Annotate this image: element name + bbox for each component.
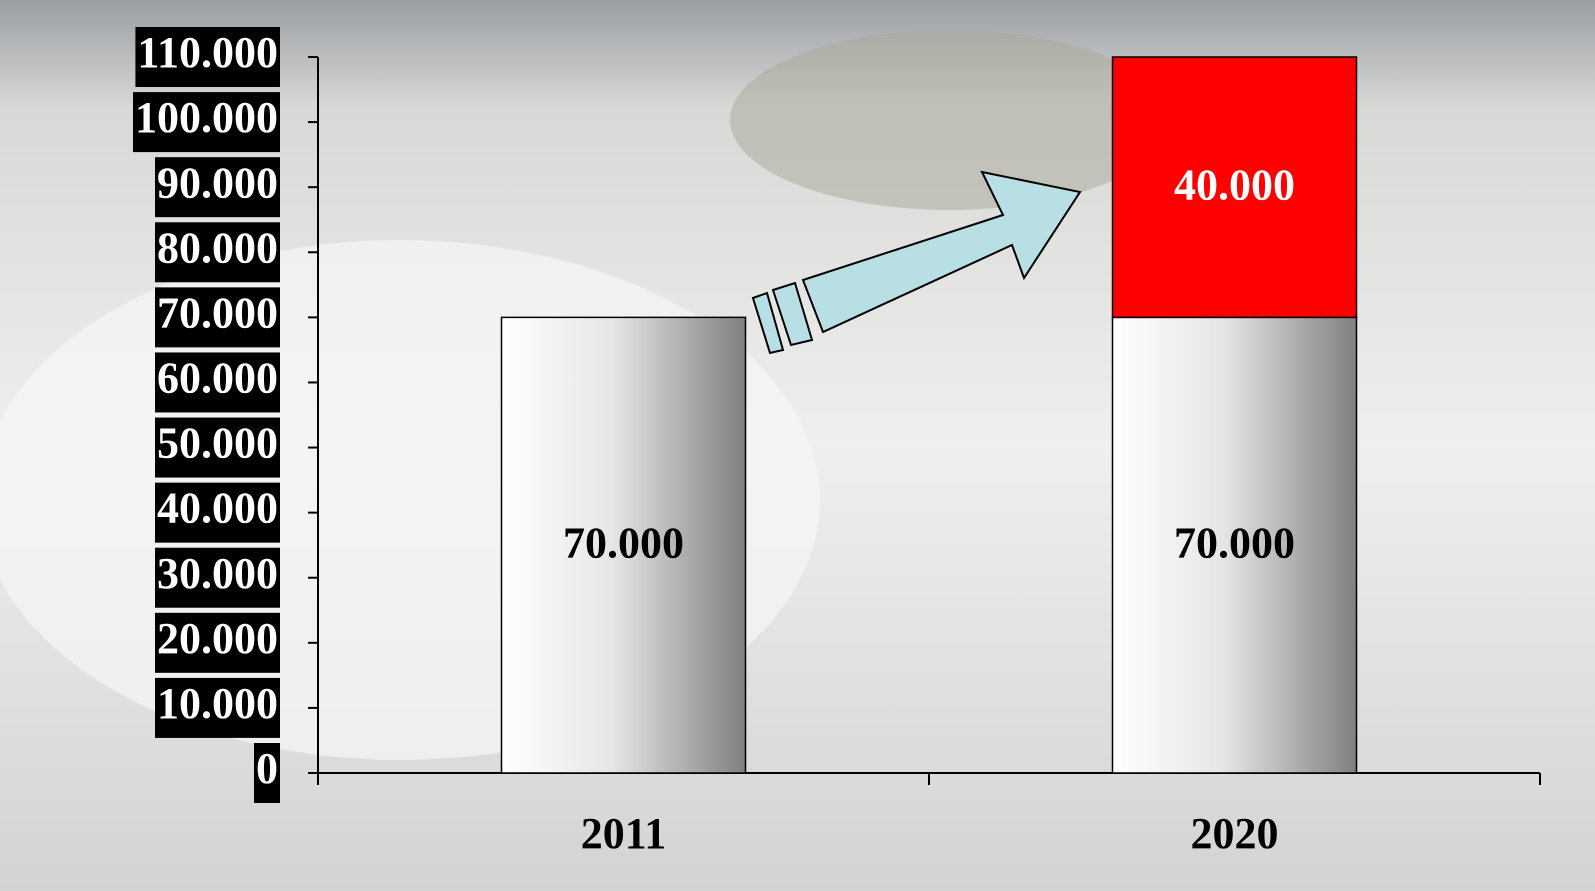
growth-arrow bbox=[751, 170, 1082, 355]
arrow-stripe bbox=[751, 291, 785, 355]
y-tick-label-bg bbox=[135, 27, 280, 87]
value-label: 40.000 bbox=[1174, 160, 1295, 209]
y-tick-label: 10.000 bbox=[157, 679, 278, 728]
y-tick-label: 60.000 bbox=[157, 354, 278, 403]
y-tick-label-bg bbox=[155, 547, 280, 608]
arrow-stripe bbox=[771, 281, 814, 347]
background-plant bbox=[730, 30, 1170, 210]
bar-segment bbox=[1111, 56, 1358, 319]
y-tick-label: 90.000 bbox=[157, 158, 278, 207]
arrow bbox=[801, 170, 1082, 334]
y-tick-label-bg bbox=[155, 612, 280, 673]
y-tick-label: 50.000 bbox=[157, 419, 278, 468]
y-tick-label: 0 bbox=[256, 744, 278, 793]
y-tick-label: 20.000 bbox=[157, 614, 278, 663]
y-tick-label-bg bbox=[155, 482, 280, 543]
y-tick-label: 70.000 bbox=[157, 288, 278, 337]
y-tick-label-bg bbox=[155, 417, 280, 478]
y-tick-label: 80.000 bbox=[157, 223, 278, 272]
value-label: 70.000 bbox=[1174, 518, 1295, 567]
y-tick-label-bg bbox=[254, 743, 280, 803]
y-tick-label-bg bbox=[155, 287, 280, 348]
y-tick-label: 30.000 bbox=[157, 549, 278, 598]
y-tick-label: 100.000 bbox=[135, 93, 278, 142]
y-tick-label-bg bbox=[155, 222, 280, 283]
y-tick-label: 40.000 bbox=[157, 484, 278, 533]
y-tick-label-bg bbox=[133, 92, 280, 153]
x-tick-label: 2020 bbox=[1191, 809, 1279, 858]
y-tick-label-bg bbox=[155, 157, 280, 218]
plot: 0 10.000 20.000 30.000 40.000 50.000 60.000 70.… bbox=[133, 27, 1541, 858]
x-tick-label: 2011 bbox=[581, 809, 667, 858]
y-tick-label-bg bbox=[155, 677, 280, 738]
y-tick-label-bg bbox=[155, 352, 280, 413]
y-tick-label: 110.000 bbox=[137, 28, 278, 77]
bar-segment bbox=[500, 316, 747, 774]
bar-segment bbox=[1111, 316, 1358, 774]
value-label: 70.000 bbox=[563, 518, 684, 567]
